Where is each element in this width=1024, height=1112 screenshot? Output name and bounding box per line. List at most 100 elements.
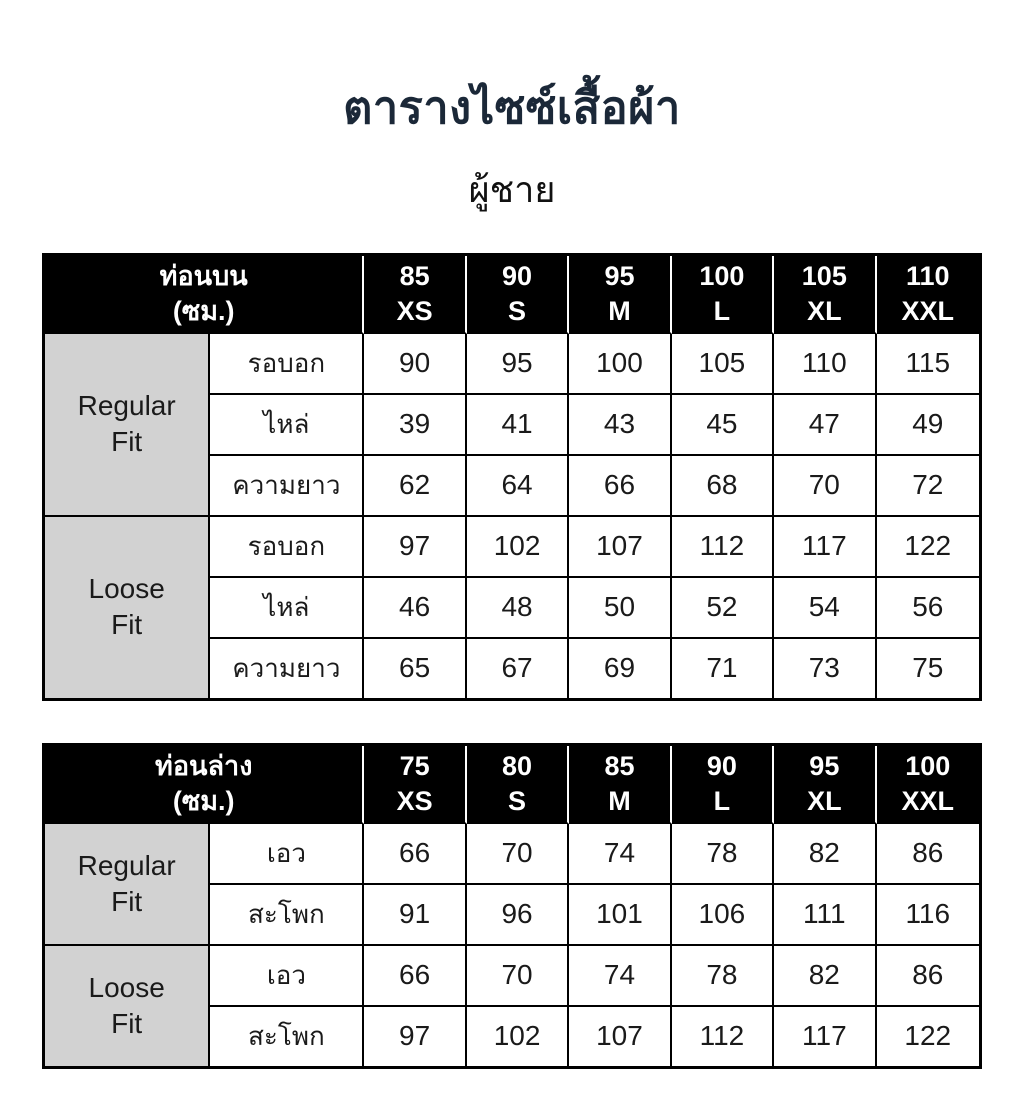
size-column-header: 85 M [569,745,672,824]
measurement-value-cell: 48 [466,577,570,639]
measurement-value-cell: 62 [364,455,467,517]
table-row: Regular Fit เอว 66 70 74 78 82 86 [45,823,979,946]
measurement-value-cell: 78 [671,945,775,1007]
measurement-value-cell: 70 [466,823,570,885]
measurement-value-cell: 43 [569,394,672,456]
measurement-value-cell: 101 [569,884,672,946]
size-column-header: 110 XXL [876,255,979,334]
measurement-value-cell: 86 [876,945,979,1007]
table-header-unit: (ซม.) [172,785,235,816]
size-column-label: M [608,785,631,816]
table-header-row: ท่อนบน (ซม.) 85 XS 90 S 95 M 100 L 105 XL 110 XXL [45,255,979,334]
measurement-value-cell: 86 [876,823,979,885]
table-header-title-line: ท่อนล่าง [155,750,253,781]
measurement-value-cell: 110 [774,333,877,395]
size-column-value: 100 [699,260,745,291]
measurement-label-cell: ความยาว [210,455,365,517]
size-column-value: 95 [604,260,635,291]
table-row: สะโพก 97 102 107 112 117 122 [45,1006,979,1066]
measurement-value-cell: 74 [569,945,672,1007]
size-column-label: XXL [901,295,955,326]
table-row: ไหล่ 39 41 43 45 47 49 [45,394,979,456]
measurement-value-cell: 102 [466,1006,570,1066]
size-column-value: 90 [706,750,737,781]
measurement-value-cell: 100 [569,333,672,395]
measurement-value-cell: 107 [569,1006,672,1066]
size-column-header: 80 S [466,745,570,824]
size-column-value: 80 [502,750,533,781]
measurement-value-cell: 45 [671,394,775,456]
size-column-value: 100 [905,750,951,781]
measurement-value-cell: 74 [569,823,672,885]
size-column-label: XXL [901,785,955,816]
size-column-header: 100 L [671,255,775,334]
size-column-label: S [508,785,527,816]
fit-label-cell: Loose Fit [45,516,211,698]
measurement-label-cell: สะโพก [210,1006,365,1066]
measurement-label-cell: เอว [210,945,365,1007]
table-row: ความยาว 62 64 66 68 70 72 [45,455,979,517]
size-column-header: 105 XL [774,255,877,334]
measurement-value-cell: 102 [466,516,570,578]
measurement-value-cell: 117 [774,516,877,578]
table-row: Regular Fit รอบอก 90 95 100 105 110 115 [45,333,979,517]
measurement-value-cell: 54 [774,577,877,639]
measurement-value-cell: 106 [671,884,775,946]
measurement-value-cell: 50 [569,577,672,639]
table-row: Loose Fit รอบอก 97 102 107 112 117 122 [45,516,979,698]
measurement-value-cell: 78 [671,823,775,885]
measurement-value-cell: 66 [364,945,467,1007]
measurement-value-cell: 68 [671,455,775,517]
table-row: Loose Fit เอว 66 70 74 78 82 86 [45,945,979,1066]
measurement-value-cell: 67 [466,638,570,698]
measurement-value-cell: 72 [876,455,979,517]
measurement-value-cell: 52 [671,577,775,639]
measurement-value-cell: 56 [876,577,979,639]
measurement-value-cell: 112 [671,516,775,578]
size-column-value: 85 [604,750,635,781]
measurement-label-cell: สะโพก [210,884,365,946]
measurement-label-cell: ไหล่ [210,394,365,456]
measurement-label-cell: ความยาว [210,638,365,698]
table-header-title: ท่อนล่าง (ซม.) [45,745,365,824]
size-column-label: M [608,295,631,326]
measurement-value-cell: 116 [876,884,979,946]
page-subtitle: ผู้ชาย [468,168,556,210]
size-column-label: XS [396,295,433,326]
size-column-label: XL [807,295,842,326]
measurement-label-cell: รอบอก [210,516,365,578]
table-row: สะโพก 91 96 101 106 111 116 [45,884,979,946]
measurement-value-cell: 39 [364,394,467,456]
measurement-value-cell: 65 [364,638,467,698]
measurement-value-cell: 64 [466,455,570,517]
table-header-title-line: ท่อนบน [159,260,248,291]
size-column-header: 85 XS [364,255,467,334]
size-column-label: XS [396,785,433,816]
measurement-value-cell: 66 [364,823,467,885]
table-row: ไหล่ 46 48 50 52 54 56 [45,577,979,639]
measurement-value-cell: 97 [364,1006,467,1066]
measurement-value-cell: 71 [671,638,775,698]
fit-label-cell: Loose Fit [45,945,211,1066]
measurement-value-cell: 41 [466,394,570,456]
measurement-value-cell: 111 [774,884,877,946]
measurement-value-cell: 82 [774,945,877,1007]
measurement-value-cell: 107 [569,516,672,578]
size-column-label: L [713,295,731,326]
fit-label-cell: Regular Fit [45,823,211,946]
measurement-value-cell: 70 [774,455,877,517]
table-header-title: ท่อนบน (ซม.) [45,255,365,334]
size-column-value: 75 [399,750,430,781]
measurement-value-cell: 46 [364,577,467,639]
size-column-label: L [713,785,731,816]
measurement-value-cell: 47 [774,394,877,456]
measurement-value-cell: 82 [774,823,877,885]
size-column-value: 110 [905,260,950,291]
measurement-label-cell: เอว [210,823,365,885]
measurement-value-cell: 117 [774,1006,877,1066]
measurement-value-cell: 105 [671,333,775,395]
size-column-header: 95 XL [774,745,877,824]
measurement-value-cell: 95 [466,333,570,395]
size-column-label: XL [807,785,842,816]
